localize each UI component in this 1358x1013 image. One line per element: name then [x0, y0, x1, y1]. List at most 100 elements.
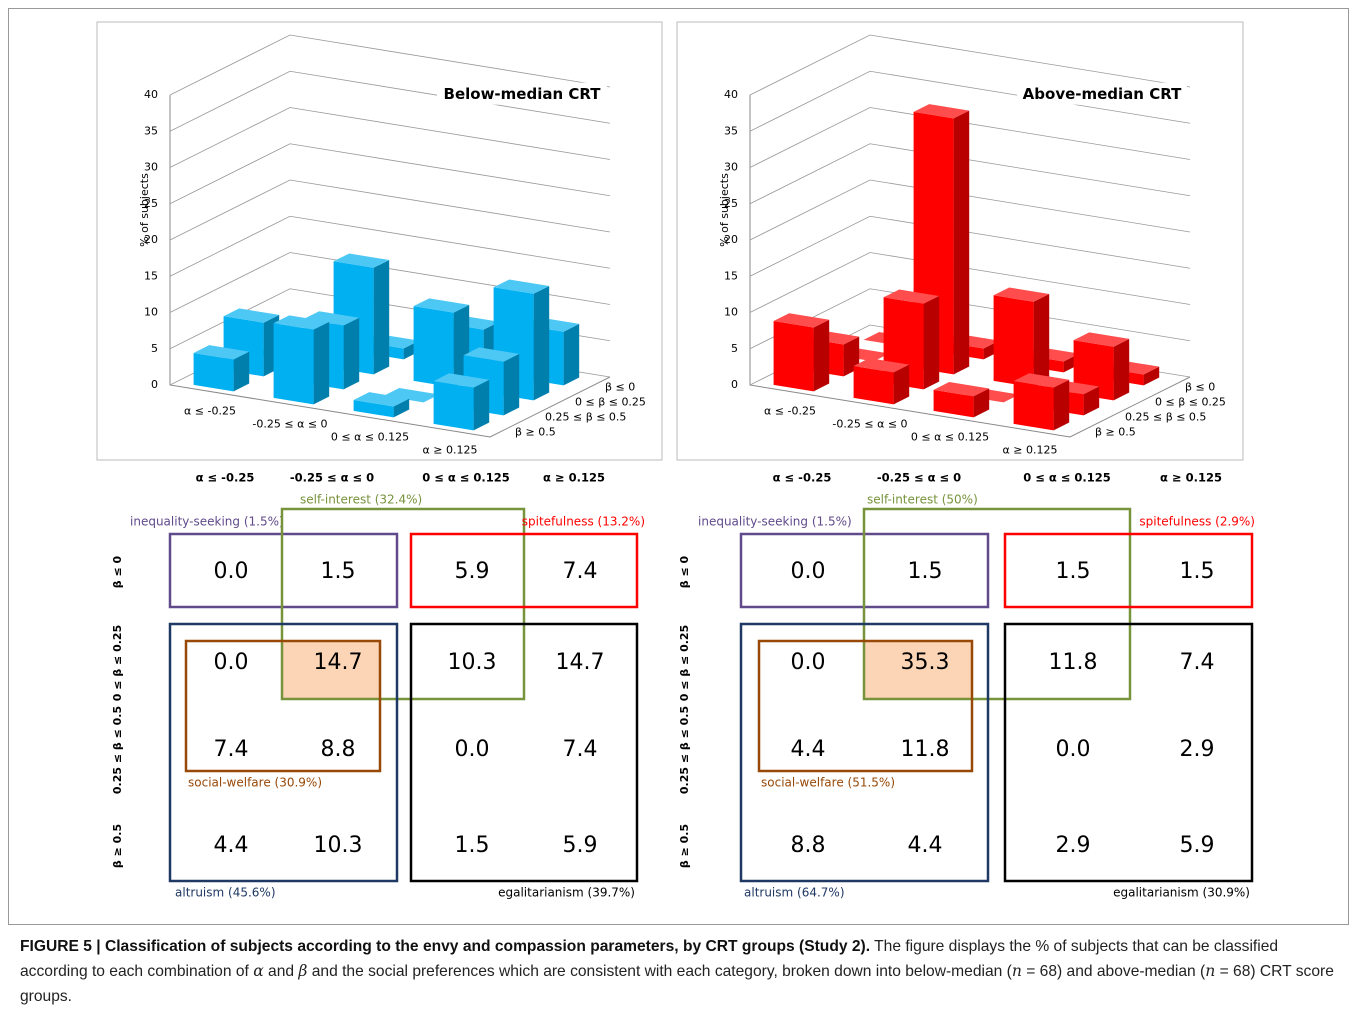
highlight-cell	[864, 641, 972, 699]
column-header: α ≤ -0.25	[196, 471, 255, 485]
cell-value: 14.7	[556, 650, 605, 675]
cell-value: 0.0	[214, 559, 249, 584]
bar-front	[1013, 381, 1054, 431]
group-box	[1003, 532, 1254, 609]
cell-value: 7.4	[563, 737, 598, 762]
y-tick-label: 25	[724, 197, 738, 210]
bar-side	[973, 388, 990, 418]
cell-value: 4.4	[214, 833, 249, 858]
grid-line	[169, 215, 611, 277]
group-box	[184, 639, 382, 773]
group-label: inequality-seeking (1.5%)	[130, 515, 284, 529]
group-label: inequality-seeking (1.5%)	[698, 515, 852, 529]
bar-top	[273, 315, 330, 330]
cell-value: 8.8	[321, 737, 356, 762]
bar-side	[393, 398, 410, 418]
chart-title: Below-median CRT	[444, 85, 602, 103]
cell-value: 5.9	[1180, 833, 1215, 858]
bar	[1013, 373, 1070, 431]
group-box	[757, 639, 974, 773]
group-label: spitefulness (13.2%)	[522, 515, 645, 529]
group-box	[168, 622, 399, 883]
bar-front	[853, 365, 894, 405]
cell-value: 7.4	[214, 737, 249, 762]
column-header: 0 ≤ α ≤ 0.125	[422, 471, 510, 485]
bar-top	[353, 392, 410, 407]
bar-top	[383, 388, 440, 403]
bar-side	[923, 296, 940, 390]
cell-value: 1.5	[908, 559, 943, 584]
y-tick-label: 40	[144, 88, 158, 101]
bar-top	[303, 311, 360, 326]
bar-top	[913, 104, 970, 119]
y-tick-label: 25	[144, 197, 158, 210]
grid-line	[749, 34, 1191, 96]
cell-value: 4.4	[791, 737, 826, 762]
grid-line	[749, 179, 1191, 241]
highlight-cell	[282, 641, 380, 699]
bar-front	[933, 389, 974, 418]
group-label: social-welfare (30.9%)	[188, 776, 322, 790]
row-header: 0 ≤ β ≤ 0.25	[678, 625, 691, 701]
row-header: 0.25 ≤ β ≤ 0.5	[678, 706, 691, 794]
grid-line	[749, 215, 1191, 277]
cell-value: 8.8	[791, 833, 826, 858]
y-tick-label: 10	[724, 306, 738, 319]
y-tick-label: 5	[731, 342, 738, 355]
x-tick-label: -0.25 ≤ α ≤ 0	[252, 418, 327, 431]
group-box	[409, 532, 639, 609]
group-box	[168, 532, 399, 609]
cell-value: 10.3	[448, 650, 497, 675]
bar-top	[413, 298, 470, 313]
cell-value: 4.4	[908, 833, 943, 858]
caption-text: The figure displays the % of subjects th…	[20, 938, 1279, 980]
grid-line	[169, 143, 611, 205]
cell-value: 1.5	[1056, 559, 1091, 584]
row-header: 0.25 ≤ β ≤ 0.5	[111, 706, 124, 794]
group-label: spitefulness (2.9%)	[1139, 515, 1255, 529]
y-tick-label: 0	[731, 378, 738, 391]
bar-top	[463, 347, 520, 362]
x-tick-label: α ≤ -0.25	[764, 405, 816, 418]
y-axis-label: % of subjects	[718, 173, 731, 247]
cell-value: 0.0	[791, 559, 826, 584]
bar-side	[533, 285, 550, 401]
bar-side	[233, 351, 250, 392]
y-tick-label: 15	[724, 269, 738, 282]
grid-line	[749, 70, 1191, 132]
row-header: β ≥ 0.5	[111, 824, 124, 868]
grid-line	[749, 107, 1191, 168]
figure: 0 5 10 15 20 25 30 35 40 % of subjects Below-media…	[96, 21, 1255, 900]
bar-side	[343, 317, 360, 390]
cell-value: 2.9	[1056, 833, 1091, 858]
bar-side	[1113, 338, 1130, 401]
group-label: altruism (45.6%)	[175, 886, 276, 900]
column-header: -0.25 ≤ α ≤ 0	[290, 471, 374, 485]
bar-top	[993, 287, 1050, 302]
chart-frame	[96, 21, 663, 461]
group-label: altruism (64.7%)	[744, 886, 845, 900]
column-header: 0 ≤ α ≤ 0.125	[1023, 471, 1111, 485]
bar-front	[773, 321, 814, 392]
bar-top	[933, 382, 990, 397]
group-box	[409, 622, 639, 883]
cell-value: 11.8	[901, 737, 950, 762]
grid-line	[169, 70, 611, 132]
chart-title: Above-median CRT	[1023, 85, 1182, 103]
z-tick-label: 0.25 ≤ β ≤ 0.5	[545, 411, 626, 424]
x-tick-label: 0 ≤ α ≤ 0.125	[331, 431, 409, 444]
column-header: α ≥ 0.125	[1160, 471, 1222, 485]
row-header: 0 ≤ β ≤ 0.25	[111, 625, 124, 701]
bar-side	[563, 323, 580, 386]
x-tick-label: α ≤ -0.25	[184, 405, 236, 418]
y-tick-label: 30	[144, 161, 158, 174]
cell-value: 0.0	[214, 650, 249, 675]
group-label: social-welfare (51.5%)	[761, 776, 895, 790]
y-tick-label: 35	[144, 124, 158, 137]
bar-top	[493, 279, 550, 294]
bar-top	[883, 289, 940, 304]
cell-value: 0.0	[455, 737, 490, 762]
cell-value: 7.4	[1180, 650, 1215, 675]
bar-front	[353, 399, 394, 418]
